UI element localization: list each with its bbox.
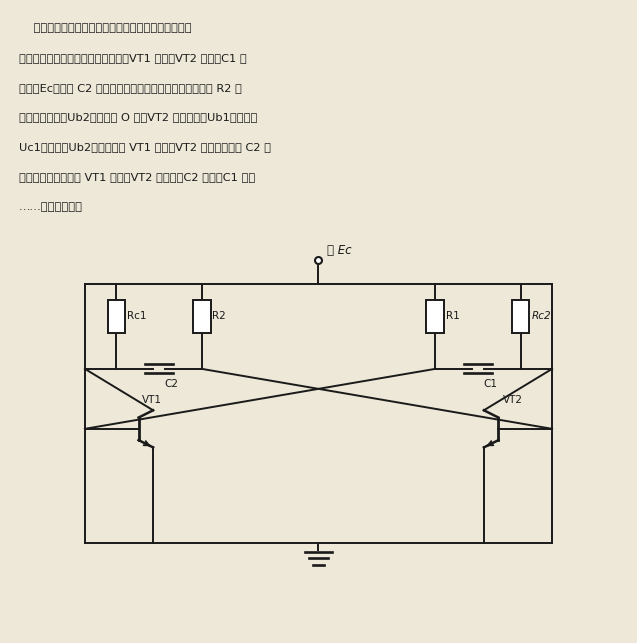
Text: Rc2: Rc2	[531, 311, 551, 322]
Text: Uc1下降，使Ub2更下降直至 VT1 截止，VT2 饱和导通，而 C2 又: Uc1下降，使Ub2更下降直至 VT1 截止，VT2 饱和导通，而 C2 又	[18, 142, 271, 152]
Text: Rc1: Rc1	[127, 311, 147, 322]
Text: VT1: VT1	[141, 395, 162, 405]
Text: 所示为晶体管自激多谐振荡器电路。当电路接通电源: 所示为晶体管自激多谐振荡器电路。当电路接通电源	[18, 23, 191, 33]
Text: R1: R1	[446, 311, 460, 322]
Text: C1: C1	[483, 379, 497, 389]
Bar	[512, 300, 529, 333]
Bar	[427, 300, 444, 333]
Text: 的压降也下降，Ub2下降近于 O 时，VT2 导通，引起Ub1上升，而: 的压降也下降，Ub2下降近于 O 时，VT2 导通，引起Ub1上升，而	[18, 113, 257, 123]
Bar	[108, 300, 125, 333]
Text: R2: R2	[212, 311, 226, 322]
Text: 后，电路将不断翻转。设某一瞬间，VT1 导通，VT2 截止，C1 充: 后，电路将不断翻转。设某一瞬间，VT1 导通，VT2 截止，C1 充	[18, 53, 247, 63]
Text: 电到－Ec，同时 C2 放电，由于放电电流衰减，放电电流在 R2 上: 电到－Ec，同时 C2 放电，由于放电电流衰减，放电电流在 R2 上	[18, 83, 241, 93]
Text: VT2: VT2	[503, 395, 523, 405]
Bar	[193, 300, 210, 333]
Text: 放电，连锁反应。当 VT1 截止，VT2 导通时，C2 充电、C1 放电: 放电，连锁反应。当 VT1 截止，VT2 导通时，C2 充电、C1 放电	[18, 172, 255, 182]
Text: C2: C2	[164, 379, 178, 389]
Text: － Ec: － Ec	[327, 244, 352, 257]
Text: ……，不断翻转。: ……，不断翻转。	[18, 201, 83, 212]
